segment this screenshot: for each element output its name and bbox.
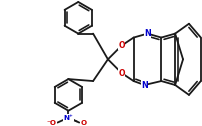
Text: N: N xyxy=(140,81,147,89)
Text: O: O xyxy=(118,69,124,78)
Text: O: O xyxy=(80,120,86,126)
Text: N⁺: N⁺ xyxy=(63,115,73,121)
Text: ⁻O: ⁻O xyxy=(46,120,56,126)
Text: O: O xyxy=(118,41,124,50)
Text: N: N xyxy=(143,29,150,38)
